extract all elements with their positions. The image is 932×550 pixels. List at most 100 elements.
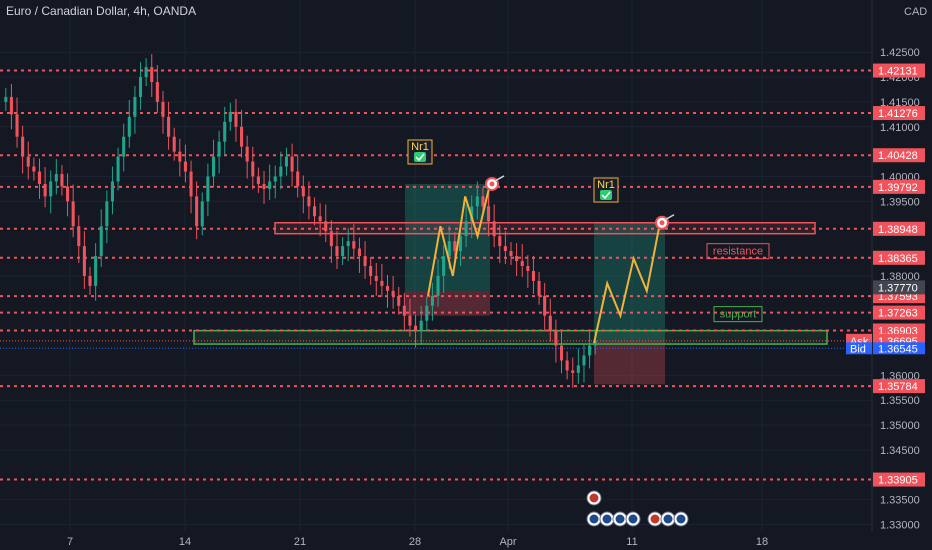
candle bbox=[94, 243, 98, 301]
level-price-label: 1.35784 bbox=[878, 381, 918, 393]
candle bbox=[464, 204, 468, 248]
candle bbox=[369, 257, 373, 285]
level-price-label: 1.39792 bbox=[878, 182, 918, 194]
candle bbox=[21, 125, 25, 174]
level-price-label: 1.42131 bbox=[878, 66, 918, 78]
horizontal-levels bbox=[0, 69, 872, 481]
candle bbox=[4, 88, 8, 111]
candle bbox=[341, 237, 345, 266]
candle bbox=[245, 135, 249, 179]
candle bbox=[582, 344, 586, 383]
price-axis: 1.425001.420001.415001.410001.400001.395… bbox=[846, 0, 932, 550]
candle bbox=[537, 271, 541, 305]
candle bbox=[200, 192, 204, 236]
y-tick-label: 1.35000 bbox=[880, 420, 920, 432]
candle bbox=[543, 282, 547, 331]
x-tick-label: 11 bbox=[626, 536, 637, 548]
candle bbox=[425, 296, 429, 330]
event-flag-icon[interactable] bbox=[586, 490, 602, 506]
event-flag-icon[interactable] bbox=[647, 511, 663, 527]
candle bbox=[189, 160, 193, 214]
candle bbox=[385, 274, 390, 308]
candle bbox=[301, 175, 305, 214]
candle bbox=[588, 330, 592, 369]
x-tick-label: 21 bbox=[294, 536, 306, 548]
bid-price-tag bbox=[873, 342, 925, 355]
candle bbox=[60, 165, 64, 196]
candle bbox=[554, 319, 558, 363]
event-flag-icon[interactable] bbox=[599, 511, 615, 527]
resistance-zone bbox=[274, 221, 816, 235]
candle bbox=[183, 144, 187, 183]
candle bbox=[436, 259, 440, 307]
candle bbox=[99, 209, 103, 267]
y-tick-label: 1.41000 bbox=[880, 122, 920, 134]
last-price-label: 1.37770 bbox=[878, 282, 918, 294]
candle bbox=[195, 181, 199, 240]
candle bbox=[43, 167, 47, 208]
history-path bbox=[427, 183, 491, 296]
candle bbox=[414, 314, 418, 348]
bid-tag-text: Bid bbox=[850, 343, 866, 355]
candle bbox=[262, 171, 266, 204]
candle bbox=[9, 84, 13, 130]
level-price-tag bbox=[873, 221, 925, 236]
candle bbox=[82, 231, 86, 289]
candle bbox=[217, 130, 221, 174]
candle bbox=[307, 181, 311, 220]
candle bbox=[492, 204, 496, 248]
candle bbox=[122, 123, 126, 172]
candle bbox=[419, 305, 423, 344]
candle bbox=[453, 232, 457, 261]
projection-path bbox=[593, 222, 661, 344]
candle bbox=[475, 181, 479, 220]
event-flag-icon[interactable] bbox=[673, 511, 689, 527]
candle bbox=[49, 170, 53, 214]
level-price-tag bbox=[873, 379, 925, 394]
x-tick-label: 18 bbox=[756, 536, 768, 548]
target-icon bbox=[655, 214, 675, 230]
candle bbox=[324, 204, 328, 243]
candle bbox=[515, 243, 519, 276]
candle bbox=[273, 165, 277, 199]
candle bbox=[391, 275, 395, 309]
candle bbox=[498, 225, 502, 264]
candle bbox=[290, 143, 294, 187]
event-flag-icon[interactable] bbox=[660, 511, 676, 527]
candle bbox=[71, 184, 75, 238]
candle bbox=[15, 97, 19, 148]
event-flag-icon[interactable] bbox=[586, 511, 602, 527]
y-tick-label: 1.39500 bbox=[880, 196, 920, 208]
level-price-tag bbox=[873, 305, 925, 320]
svg-text:support: support bbox=[720, 309, 757, 321]
candle bbox=[531, 256, 535, 294]
candle bbox=[240, 109, 244, 158]
candle bbox=[172, 127, 176, 161]
candle bbox=[486, 193, 491, 237]
candle bbox=[32, 157, 36, 181]
candle bbox=[26, 141, 30, 180]
candle bbox=[105, 190, 109, 244]
economic-events[interactable] bbox=[586, 490, 689, 527]
candle bbox=[268, 164, 272, 200]
level-price-label: 1.37263 bbox=[878, 308, 918, 320]
candle bbox=[228, 102, 232, 131]
event-flag-icon[interactable] bbox=[625, 511, 641, 527]
event-flag-icon[interactable] bbox=[612, 511, 628, 527]
level-price-label: 1.40428 bbox=[878, 150, 918, 162]
trade-zones: resistance support bbox=[193, 183, 828, 385]
candle bbox=[54, 159, 58, 195]
candle bbox=[178, 138, 182, 177]
candle bbox=[116, 147, 120, 191]
level-price-label: 1.38948 bbox=[878, 224, 918, 236]
level-price-label: 1.38365 bbox=[878, 253, 918, 265]
target-icon bbox=[485, 175, 505, 191]
candle bbox=[223, 106, 227, 155]
x-tick-label: Apr bbox=[499, 536, 516, 548]
y-tick-label: 1.33000 bbox=[880, 520, 920, 532]
resistance-label: resistance bbox=[706, 243, 770, 260]
candle bbox=[127, 99, 131, 148]
candle bbox=[559, 330, 564, 374]
support-label: support bbox=[713, 306, 763, 323]
